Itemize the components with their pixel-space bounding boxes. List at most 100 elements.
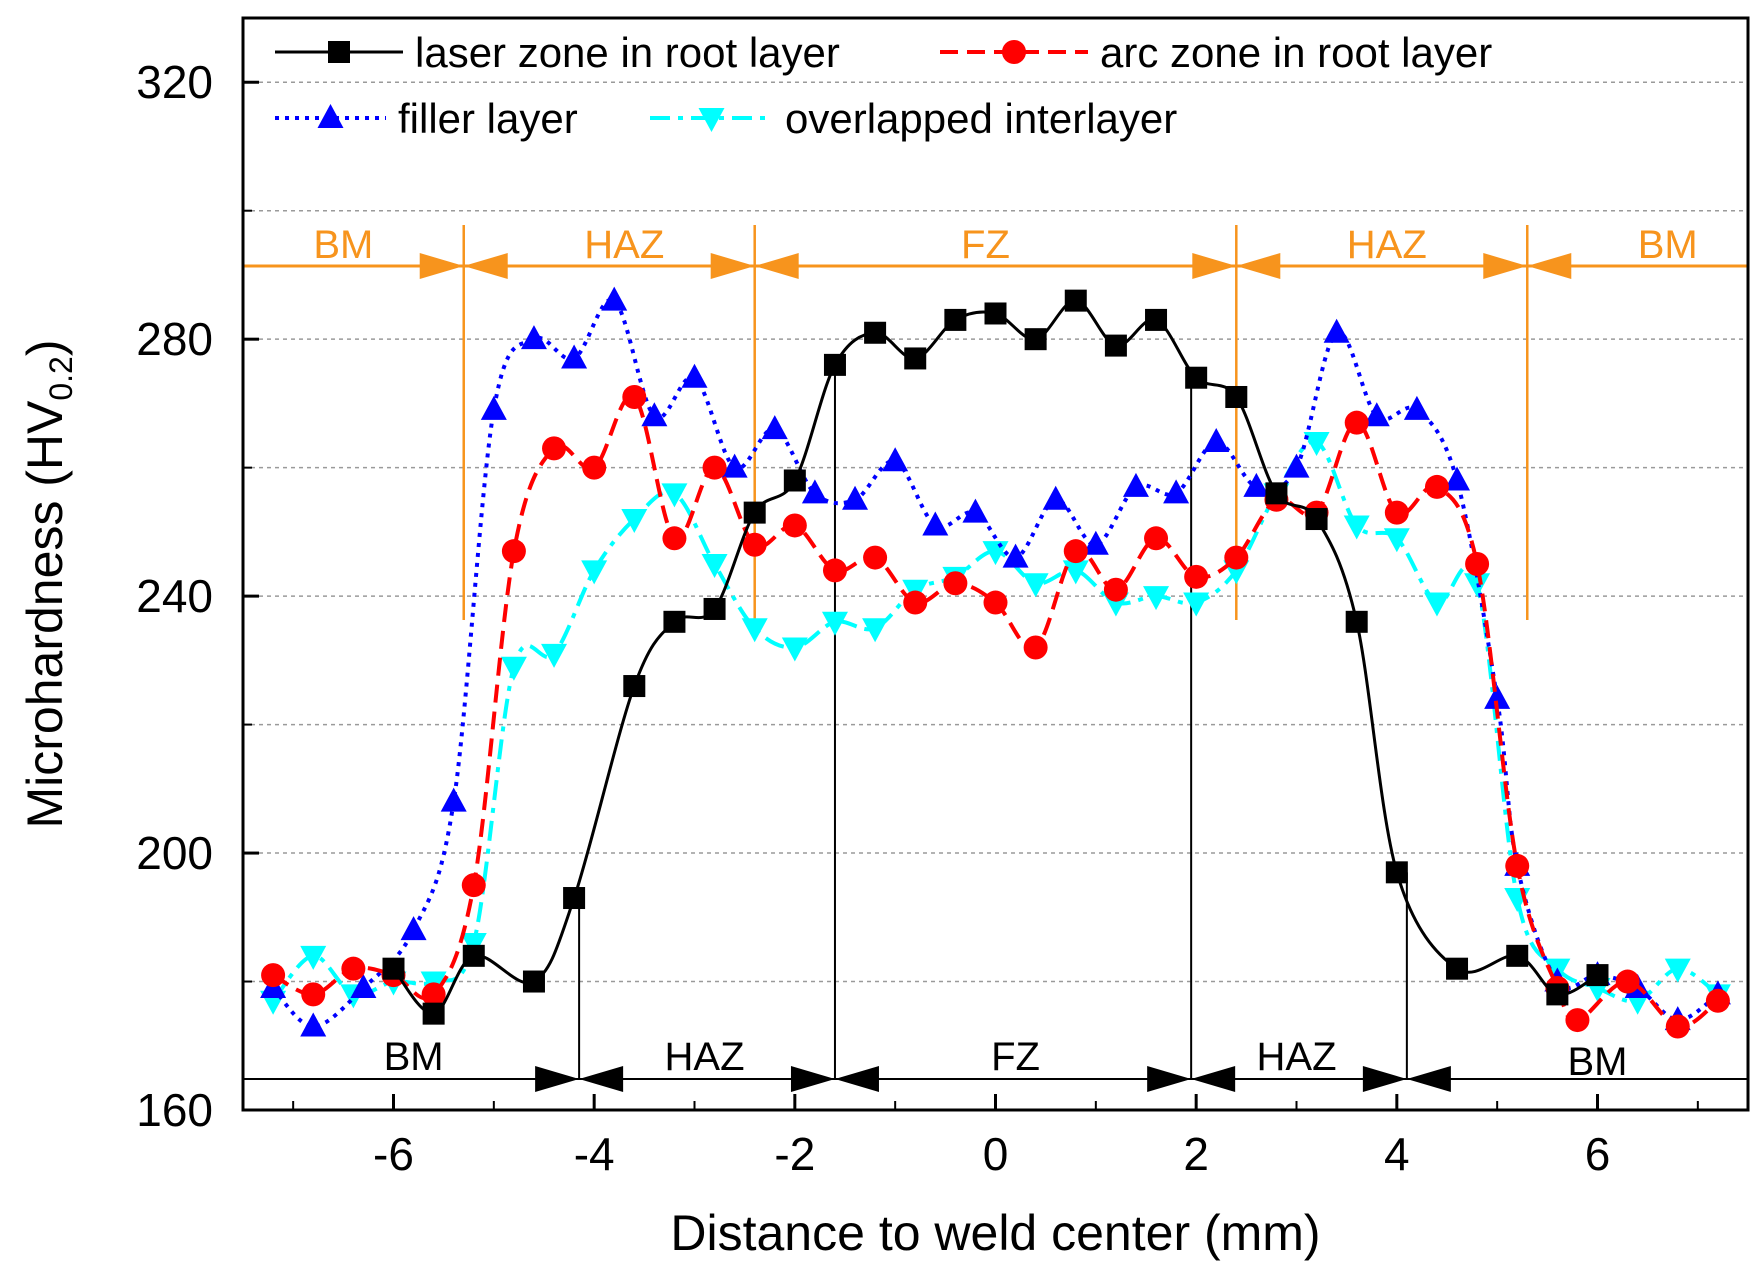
x-tick-label: -6 bbox=[373, 1128, 414, 1180]
data-point bbox=[1243, 472, 1270, 497]
data-point bbox=[350, 973, 377, 998]
arrow-left-head bbox=[1527, 253, 1572, 279]
data-point bbox=[1103, 577, 1128, 602]
arrow-right-head bbox=[790, 1066, 835, 1092]
legend-label: laser zone in root layer bbox=[415, 29, 840, 76]
data-point bbox=[1145, 308, 1168, 331]
data-point bbox=[1465, 552, 1490, 576]
data-point bbox=[701, 554, 728, 578]
data-point bbox=[621, 509, 648, 534]
x-tick-label: -2 bbox=[774, 1128, 815, 1180]
data-point bbox=[742, 532, 767, 557]
data-point bbox=[1104, 334, 1127, 357]
data-point bbox=[662, 526, 687, 551]
x-tick-label: 6 bbox=[1585, 1128, 1611, 1180]
data-point bbox=[823, 353, 846, 376]
arrow-left-head bbox=[463, 253, 508, 279]
data-point bbox=[561, 344, 588, 369]
data-point bbox=[480, 395, 507, 420]
data-point bbox=[622, 384, 647, 409]
data-point bbox=[462, 944, 485, 967]
series-laser-zone-in-root-layer bbox=[382, 289, 1609, 1025]
data-point bbox=[944, 308, 967, 331]
data-point bbox=[984, 302, 1007, 325]
series-overlapped-interlayer bbox=[260, 431, 1731, 1015]
data-point bbox=[1383, 528, 1410, 553]
data-point bbox=[1303, 431, 1330, 456]
arrow-right-head bbox=[535, 1066, 580, 1092]
data-point bbox=[801, 479, 828, 504]
data-point bbox=[721, 453, 748, 478]
series-arc-zone-in-root-layer bbox=[261, 384, 1730, 1039]
data-point bbox=[1203, 427, 1230, 452]
zone-label: BM bbox=[313, 223, 373, 267]
data-point bbox=[300, 945, 327, 970]
data-point bbox=[541, 643, 568, 668]
legend-item: laser zone in root layer bbox=[275, 29, 840, 76]
data-point bbox=[1444, 466, 1471, 491]
legend-item: filler layer bbox=[275, 95, 578, 142]
data-point bbox=[1163, 479, 1190, 504]
zone-label: HAZ bbox=[1257, 1035, 1337, 1079]
series-line bbox=[271, 439, 1720, 1004]
data-point bbox=[1265, 482, 1288, 505]
legend-item: arc zone in root layer bbox=[940, 29, 1492, 76]
data-point bbox=[781, 637, 808, 662]
x-axis-title: Distance to weld center (mm) bbox=[670, 1205, 1320, 1261]
data-point bbox=[1305, 508, 1328, 531]
y-tick-label: 200 bbox=[136, 827, 213, 879]
data-point bbox=[882, 447, 909, 472]
zone-label: BM bbox=[384, 1035, 444, 1079]
data-point bbox=[822, 558, 847, 583]
data-point bbox=[782, 513, 807, 538]
data-point bbox=[623, 675, 646, 698]
data-point bbox=[1144, 526, 1169, 551]
data-point bbox=[501, 539, 526, 564]
y-axis-title: Microhardness (HV0.2) bbox=[17, 339, 79, 828]
data-point bbox=[1024, 328, 1047, 351]
y-axis-title-subscript: 0.2 bbox=[43, 356, 79, 400]
data-point bbox=[698, 108, 725, 132]
data-point bbox=[500, 656, 527, 681]
x-tick-label: -4 bbox=[574, 1128, 615, 1180]
data-point bbox=[1283, 453, 1310, 478]
data-point bbox=[1344, 410, 1369, 435]
y-tick-label: 240 bbox=[136, 570, 213, 622]
data-point bbox=[1705, 988, 1730, 1013]
data-point bbox=[904, 347, 927, 370]
arrow-left-head bbox=[1236, 253, 1281, 279]
data-point bbox=[1484, 684, 1511, 709]
data-point bbox=[440, 787, 467, 812]
x-tick-label: 4 bbox=[1384, 1128, 1410, 1180]
data-point bbox=[983, 590, 1008, 615]
data-point bbox=[601, 286, 628, 311]
data-point bbox=[1615, 969, 1640, 994]
data-point bbox=[1665, 1014, 1690, 1039]
data-point bbox=[1143, 586, 1170, 611]
data-point bbox=[1185, 366, 1208, 389]
data-point bbox=[783, 469, 806, 492]
arrow-right-head bbox=[710, 253, 755, 279]
data-point bbox=[702, 455, 727, 480]
data-point bbox=[261, 963, 286, 988]
data-point bbox=[461, 873, 486, 898]
legend-item: overlapped interlayer bbox=[650, 95, 1177, 142]
zone-label: HAZ bbox=[584, 223, 664, 267]
data-point bbox=[761, 415, 788, 440]
data-point bbox=[563, 887, 586, 910]
data-point bbox=[422, 1002, 445, 1025]
zone-label: HAZ bbox=[665, 1035, 745, 1079]
data-point bbox=[641, 402, 668, 427]
legend: laser zone in root layer arc zone in root… bbox=[275, 29, 1492, 142]
zone-annotations: BM HAZ FZ HAZ BM BM HAZ FZ HAZ BM bbox=[243, 223, 1748, 1092]
y-axis-title-main: Microhardness (HV bbox=[17, 400, 73, 829]
arrow-right-head bbox=[1362, 1066, 1407, 1092]
data-point bbox=[1063, 539, 1088, 564]
data-point bbox=[382, 957, 405, 980]
data-point bbox=[1323, 318, 1350, 343]
data-point bbox=[522, 970, 545, 993]
data-point bbox=[1424, 474, 1449, 499]
data-point bbox=[743, 501, 766, 524]
data-point bbox=[581, 560, 608, 585]
